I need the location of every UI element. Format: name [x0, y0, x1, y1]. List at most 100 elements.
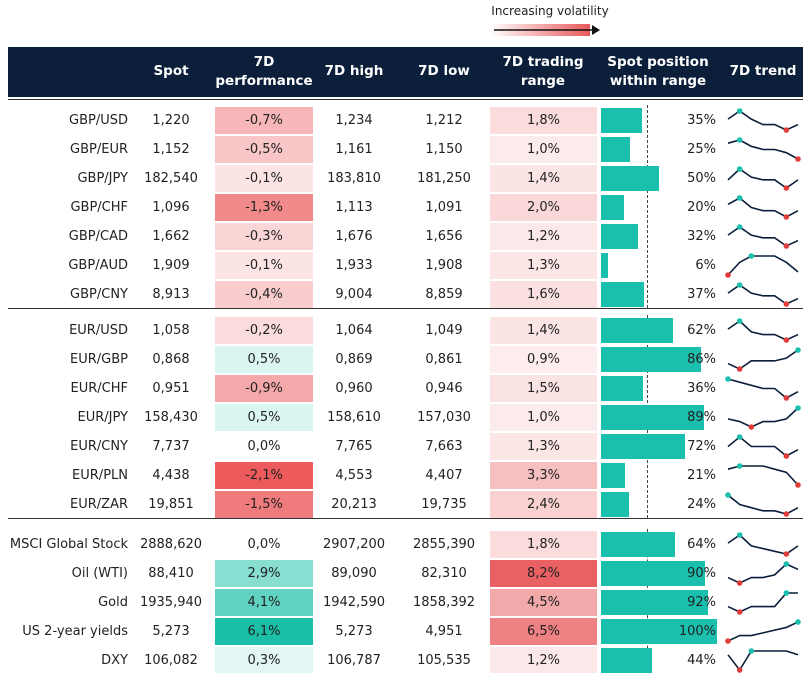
low: 0,861: [425, 352, 463, 367]
column-header: 7D high: [324, 63, 384, 79]
trend: [727, 108, 799, 133]
trend-line: [727, 319, 799, 341]
position-label: 64%: [687, 537, 716, 552]
spot: 2888,620: [139, 537, 203, 552]
trend-high: [736, 282, 743, 288]
trend: [725, 492, 799, 517]
separator: [8, 308, 803, 309]
trend-low: [783, 214, 790, 220]
column-header: 7D performance: [215, 54, 313, 89]
performance: -0,1%: [245, 258, 283, 273]
position-bar: [601, 282, 644, 307]
range: 1,5%: [526, 381, 561, 396]
row-name: EUR/USD: [69, 323, 128, 338]
high: 9,004: [335, 287, 373, 302]
position-label: 21%: [687, 468, 716, 483]
trend: [727, 561, 799, 586]
trend-low: [736, 609, 743, 615]
row-name: US 2-year yields: [22, 624, 128, 639]
range-cell: [490, 107, 597, 134]
spot: 1,152: [152, 142, 190, 157]
trend-line: [727, 407, 799, 428]
performance-cell: [215, 346, 313, 373]
position-bar: [601, 532, 676, 557]
low: 19,735: [421, 497, 467, 512]
position-bar: [601, 166, 659, 191]
spot: 1,096: [152, 200, 190, 215]
trend-line: [727, 435, 799, 457]
trend-low: [795, 482, 801, 488]
trend-high: [725, 492, 731, 498]
position-bar: [601, 108, 642, 133]
position-bar: [601, 590, 708, 615]
trend-low: [783, 127, 790, 133]
position-bar: [601, 347, 701, 372]
spot: 1,058: [152, 323, 190, 338]
trend-line: [727, 139, 799, 160]
position-label: 37%: [687, 287, 716, 302]
low: 1,908: [425, 258, 463, 273]
position-label: 32%: [687, 229, 716, 244]
row-name: GBP/USD: [69, 113, 128, 128]
high: 7,765: [335, 439, 373, 454]
row-name: MSCI Global Stock: [9, 537, 128, 552]
spot: 158,430: [144, 410, 198, 425]
low: 1,049: [425, 323, 463, 338]
trend: [725, 619, 801, 644]
performance: -0,3%: [245, 229, 283, 244]
trend-low: [783, 301, 790, 307]
trend-low: [783, 551, 790, 557]
position-bar: [601, 137, 630, 162]
trend-low: [736, 667, 743, 673]
range-cell: [490, 317, 597, 344]
row-name: GBP/EUR: [70, 142, 128, 157]
trend: [727, 195, 799, 220]
trend-low: [725, 638, 731, 644]
spot: 1,220: [152, 113, 190, 128]
range: 4,5%: [526, 595, 561, 610]
high: 1,234: [335, 113, 373, 128]
trend-line: [727, 592, 798, 613]
range: 0,9%: [526, 352, 561, 367]
row-name: EUR/CNY: [70, 439, 128, 454]
row-name: Gold: [98, 595, 128, 610]
range-cell: [490, 194, 597, 221]
trend-high: [736, 137, 743, 143]
position-label: 35%: [687, 113, 716, 128]
performance-cell: [215, 281, 313, 308]
trend: [727, 434, 799, 459]
trend: [727, 318, 799, 343]
range: 1,4%: [526, 171, 561, 186]
low: 4,951: [425, 624, 463, 639]
position-label: 36%: [687, 381, 716, 396]
high: 2907,200: [322, 537, 386, 552]
performance: 0,0%: [247, 439, 281, 454]
trend-line: [727, 110, 799, 131]
position-bar: [601, 619, 717, 644]
low: 82,310: [421, 566, 467, 581]
position-label: 6%: [695, 258, 716, 273]
trend-low: [783, 337, 790, 343]
trend-high: [736, 108, 743, 114]
position-label: 50%: [687, 171, 716, 186]
legend-label: Increasing volatility: [491, 4, 609, 18]
range-cell: [490, 589, 597, 616]
performance-cell: [215, 618, 313, 645]
row-name: Oil (WTI): [71, 566, 128, 581]
spot: 1,909: [152, 258, 190, 273]
trend-line: [727, 533, 799, 555]
high: 1,064: [335, 323, 373, 338]
row-name: EUR/GBP: [70, 352, 128, 367]
performance: -1,5%: [245, 497, 283, 512]
performance-cell: [215, 107, 313, 134]
position-label: 44%: [687, 653, 716, 668]
range-cell: [490, 491, 597, 518]
high: 183,810: [327, 171, 381, 186]
low: 1,212: [425, 113, 463, 128]
trend: [727, 166, 799, 191]
range-cell: [490, 433, 597, 460]
trend: [727, 137, 801, 162]
trend: [727, 532, 799, 557]
range-cell: [490, 404, 597, 431]
performance-cell: [215, 375, 313, 402]
